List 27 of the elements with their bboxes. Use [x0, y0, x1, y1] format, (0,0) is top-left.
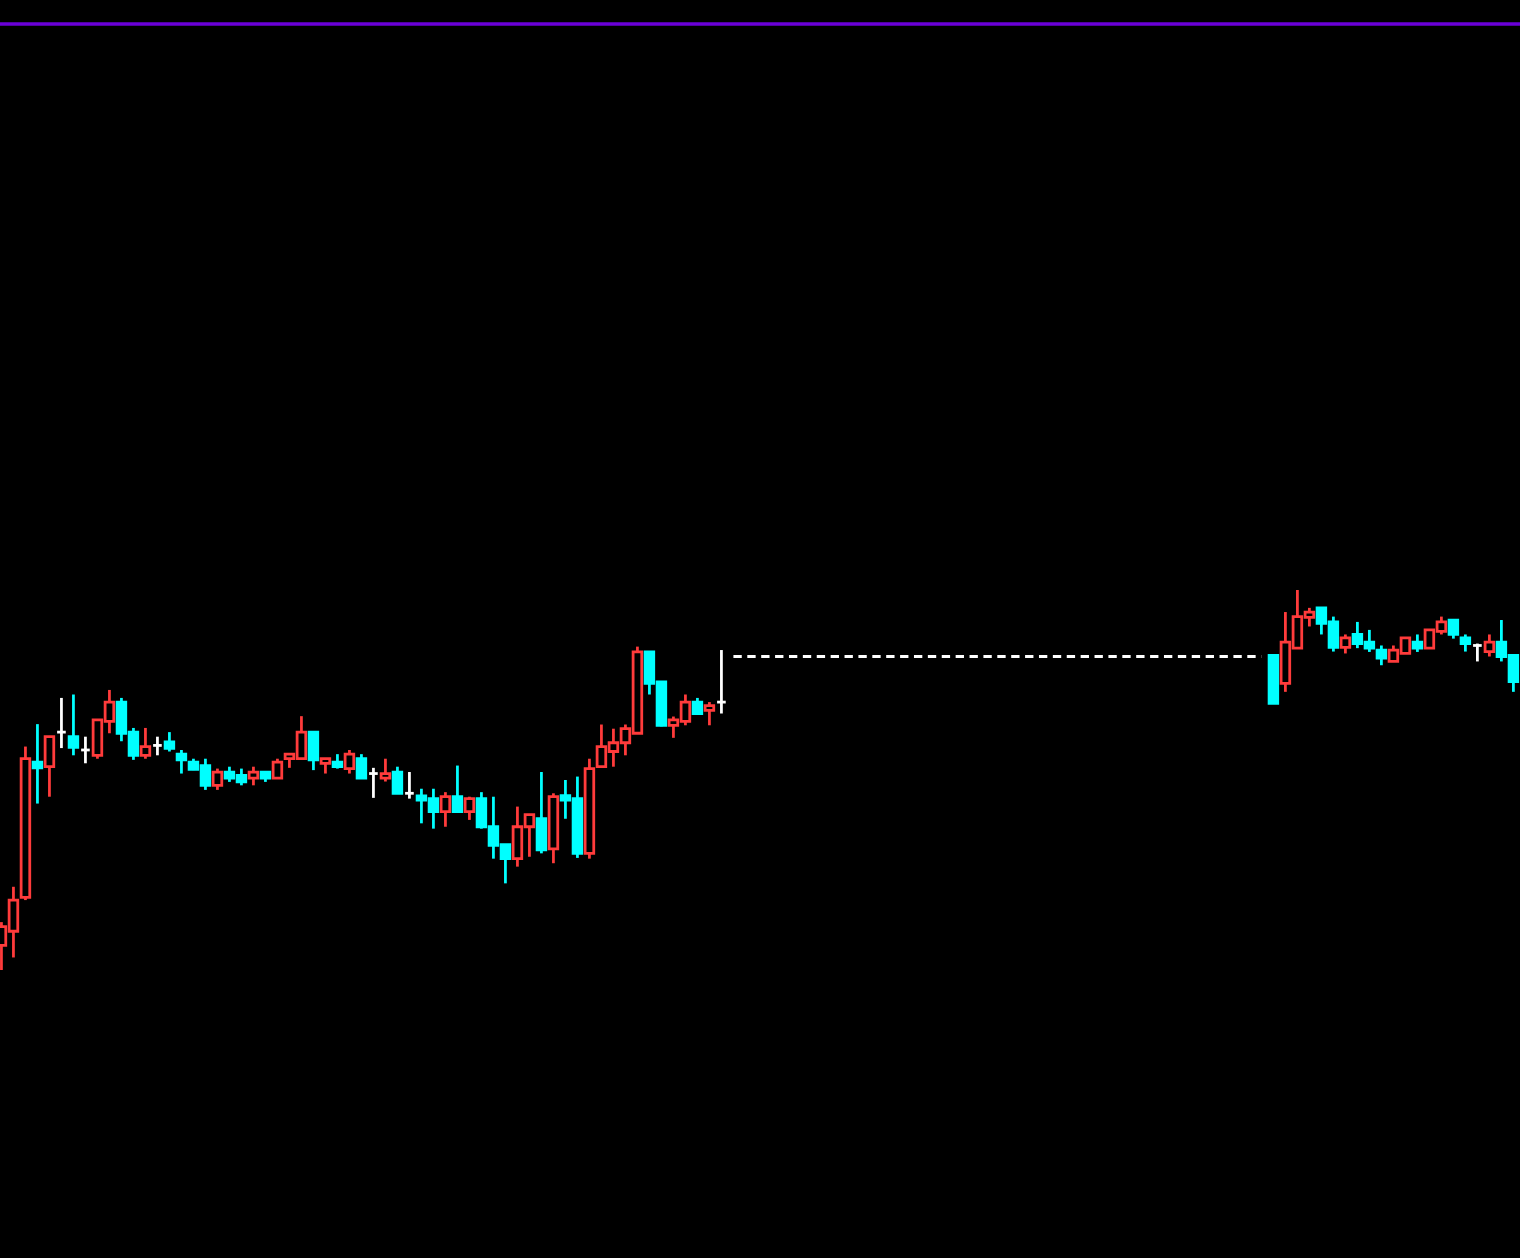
candlestick: [703, 700, 716, 727]
candlestick: [403, 770, 416, 801]
candlestick: [7, 885, 20, 959]
candlestick: [31, 722, 44, 805]
candlestick: [43, 735, 56, 799]
candlestick: [391, 765, 404, 795]
candlestick: [1339, 633, 1352, 655]
candlestick: [55, 696, 68, 750]
candlestick: [307, 730, 320, 772]
candlestick: [535, 770, 548, 855]
candlestick: [451, 764, 464, 813]
candlestick: [1483, 633, 1496, 658]
candlestick: [1267, 653, 1280, 705]
candlestick: [67, 693, 80, 757]
candlestick: [211, 767, 224, 792]
candlestick: [355, 752, 368, 780]
candlestick: [343, 748, 356, 775]
candlestick: [1447, 618, 1460, 641]
candlestick: [247, 765, 260, 787]
candlestick: [163, 730, 176, 753]
candlestick: [367, 766, 380, 800]
candlestick: [139, 726, 152, 761]
candlestick: [271, 757, 284, 780]
candlestick: [379, 757, 392, 783]
candlestick: [151, 735, 164, 757]
candlestick: [175, 748, 188, 775]
candlestick: [439, 790, 452, 829]
